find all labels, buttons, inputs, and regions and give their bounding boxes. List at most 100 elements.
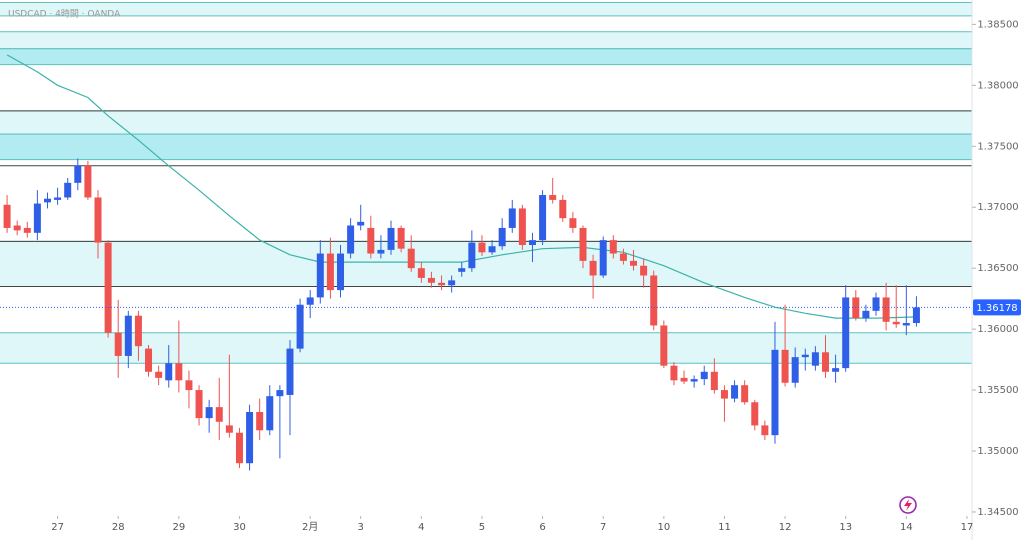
candle-body (518, 208, 526, 246)
x-tick-label: 3 (358, 522, 364, 533)
x-tick-label: 5 (479, 522, 485, 533)
candle-body (619, 253, 627, 261)
candle-body (347, 225, 355, 254)
candle-body (539, 195, 547, 241)
x-tick-label: 10 (657, 522, 670, 533)
candle-body (266, 396, 274, 431)
candle-body (337, 253, 345, 291)
candle-body (94, 197, 102, 243)
candle-body (821, 352, 829, 372)
candle-body (43, 198, 51, 203)
candle-body (559, 199, 567, 219)
x-tick-label: 6 (539, 522, 545, 533)
candle-body (417, 268, 425, 278)
candle-body (771, 349, 779, 436)
candle-body (23, 227, 31, 233)
x-tick-label: 13 (839, 522, 852, 533)
candle-body (175, 363, 183, 381)
candle-body (256, 412, 264, 431)
candle-body (488, 246, 496, 253)
candle-body (185, 380, 193, 391)
candle-body (84, 165, 92, 198)
x-tick-label: 27 (51, 522, 64, 533)
y-tick-label: 1.36000 (977, 324, 1018, 335)
candle-body (316, 253, 324, 298)
zone (0, 110, 972, 135)
icon-ring (899, 496, 917, 514)
candle-body (508, 208, 516, 228)
candle-body (397, 227, 405, 249)
candle-body (670, 365, 678, 381)
candle-body (761, 425, 769, 436)
candle-body (640, 265, 648, 276)
marks (0, 54, 972, 471)
candle-body (660, 325, 668, 366)
candle-body (438, 282, 446, 286)
x-tick-label: 28 (112, 522, 125, 533)
zone (0, 31, 972, 49)
candle-body (225, 425, 233, 433)
candle-body (3, 204, 11, 228)
candle-body (387, 227, 395, 250)
candle-body (195, 390, 203, 419)
candle-body (549, 195, 557, 200)
candle-body (205, 407, 213, 419)
x-tick-label: 4 (418, 522, 424, 533)
candle-body (296, 304, 304, 349)
candle-body (357, 221, 365, 226)
candle-body (124, 315, 132, 356)
candle-body (811, 352, 819, 366)
candle-body (912, 307, 920, 324)
x-tick-label: 7 (600, 522, 606, 533)
candle-body (680, 377, 688, 382)
y-tick-label: 1.38500 (977, 19, 1018, 30)
candle-body (609, 240, 617, 254)
y-tick-label: 1.38000 (977, 80, 1018, 91)
candle-body (892, 321, 900, 325)
candle-body (902, 323, 910, 326)
candle-body (498, 227, 506, 247)
candle-body (427, 277, 435, 283)
y-tick-label: 1.37500 (977, 141, 1018, 152)
candle-body (700, 371, 708, 380)
candle-body (801, 354, 809, 358)
candle-body (650, 275, 658, 326)
candle-body (791, 357, 799, 383)
zone (0, 134, 972, 160)
y-tick-label: 1.34500 (977, 507, 1018, 518)
candle-body (407, 248, 415, 269)
x-tick-label: 11 (718, 522, 731, 533)
candle-body (731, 385, 739, 399)
candle-body (579, 227, 587, 261)
candle-body (74, 165, 82, 183)
candle-body (64, 182, 72, 198)
y-tick-label: 1.35000 (977, 446, 1018, 457)
candle-body (528, 240, 536, 246)
candle-body (862, 310, 870, 319)
candle-body (569, 218, 577, 228)
lightning-icon[interactable] (899, 496, 917, 514)
y-tick-label: 1.35500 (977, 385, 1018, 396)
candle-body (690, 379, 698, 382)
candle-body (306, 297, 314, 305)
candle-body (458, 268, 466, 272)
y-tick-label: 1.36500 (977, 263, 1018, 274)
candle-body (842, 297, 850, 369)
candle-body (134, 315, 142, 347)
axis: 1.38500 1.38000 1.37500 1.37000 1.36500 1.360… (51, 0, 1021, 540)
candle-body (872, 297, 880, 311)
candle-body (246, 412, 254, 464)
candle-body (710, 371, 718, 391)
x-tick-label: 30 (233, 522, 246, 533)
x-tick-label: 14 (900, 522, 913, 533)
candle-body (54, 197, 62, 200)
candle-body (155, 371, 163, 378)
candle-body (589, 260, 597, 276)
candle-body (377, 249, 385, 254)
candle-body (448, 280, 456, 286)
candle-body (751, 402, 759, 426)
zone (0, 332, 972, 364)
candle-body (215, 407, 223, 422)
zones (0, 1, 972, 364)
